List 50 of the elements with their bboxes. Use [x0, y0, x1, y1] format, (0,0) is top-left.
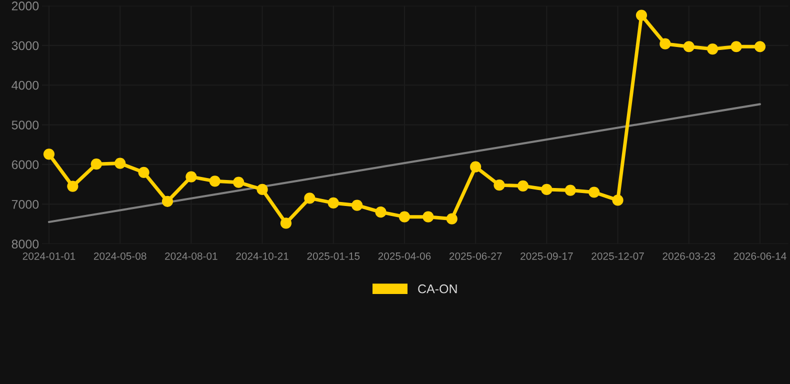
- point: [67, 180, 78, 192]
- point: [280, 218, 292, 229]
- legend-label: CA-ON: [418, 284, 457, 294]
- point: [470, 161, 482, 172]
- point: [636, 10, 648, 21]
- point: [446, 213, 458, 224]
- point: [90, 158, 102, 170]
- y-tick-label: 5000: [12, 120, 39, 130]
- point: [517, 180, 529, 192]
- point: [564, 184, 576, 196]
- point: [660, 38, 671, 50]
- point: [683, 41, 694, 52]
- point: [43, 148, 55, 160]
- x-tick-label: 2025-01-15: [307, 252, 360, 260]
- point: [209, 176, 220, 187]
- point: [233, 176, 244, 188]
- point: [352, 200, 363, 211]
- x-tick-label: 2025-09-17: [520, 252, 573, 260]
- point: [114, 158, 126, 169]
- point: [304, 192, 316, 204]
- x-tick-label: 2025-04-06: [378, 252, 431, 260]
- point: [754, 41, 766, 52]
- point: [256, 184, 268, 196]
- point: [398, 211, 410, 222]
- x-tick-label: 2026-03-23: [662, 252, 716, 260]
- point: [186, 171, 197, 182]
- y-tick-label: 8000: [12, 240, 39, 248]
- x-tick-label: 2024-10-21: [236, 252, 288, 260]
- point: [375, 206, 386, 218]
- x-tick-label: 2024-01-01: [22, 252, 76, 260]
- x-tick-label: 2026-06-14: [734, 252, 786, 260]
- point: [494, 180, 505, 191]
- y-tick-label: 4000: [12, 80, 39, 90]
- x-tick-label: 2025-12-07: [592, 252, 644, 260]
- point: [612, 194, 624, 206]
- point: [541, 184, 552, 196]
- point: [328, 197, 339, 209]
- point: [162, 196, 174, 207]
- x-tick-label: 2024-08-01: [165, 252, 218, 260]
- y-tick-label: 7000: [12, 200, 39, 209]
- point: [588, 186, 600, 198]
- point: [707, 43, 718, 55]
- x-tick-label: 2024-05-08: [94, 252, 146, 260]
- point: [138, 166, 150, 178]
- x-tick-label: 2025-06-27: [449, 252, 502, 260]
- y-tick-label: 3000: [12, 41, 39, 50]
- y-tick-label: 6000: [12, 160, 39, 170]
- point: [730, 41, 742, 52]
- point: [422, 211, 434, 222]
- y-tick-label: 2000: [12, 2, 39, 10]
